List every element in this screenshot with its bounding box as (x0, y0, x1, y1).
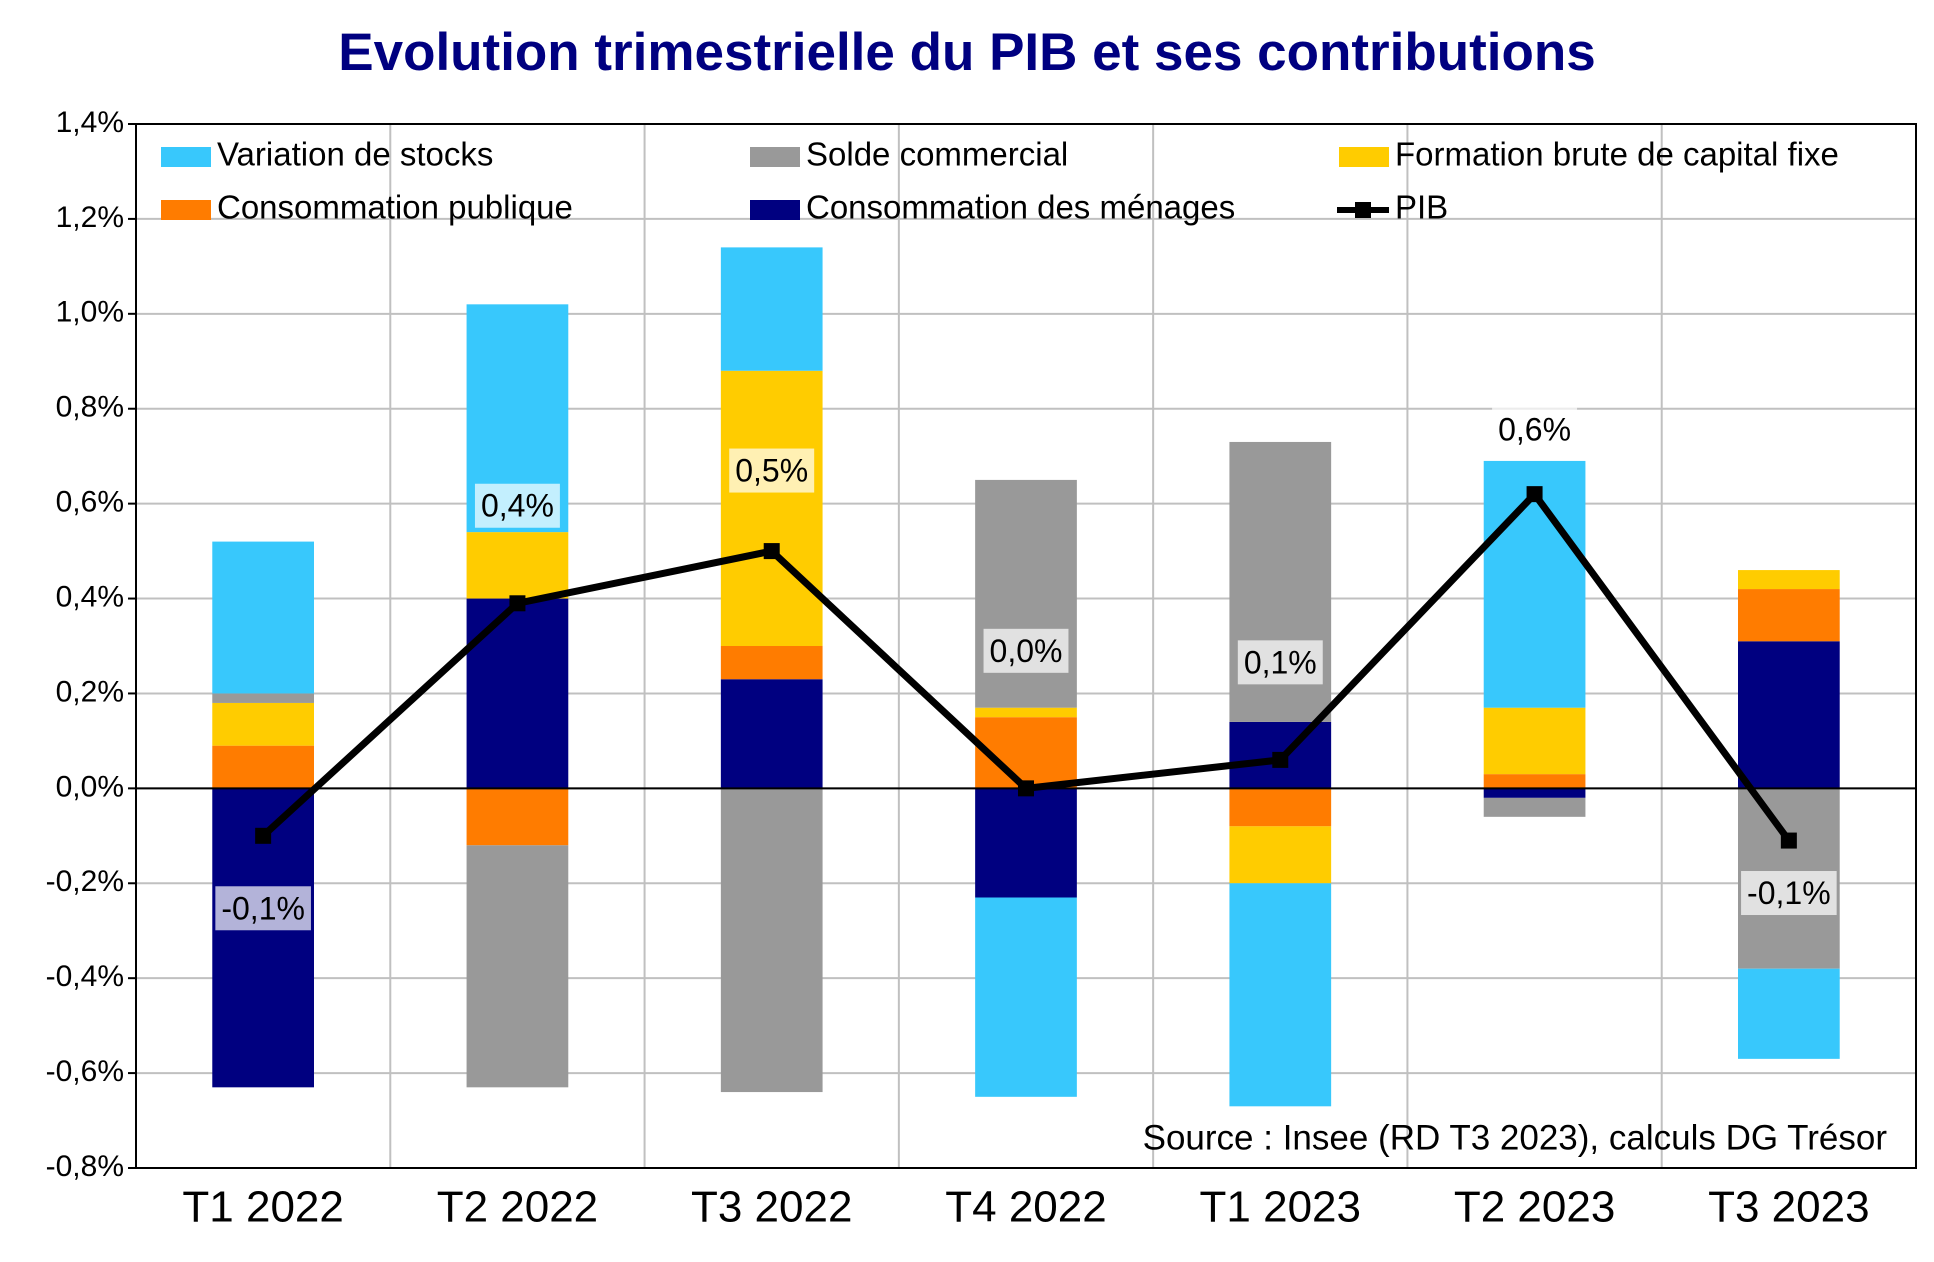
x-tick-label: T1 2023 (1200, 1183, 1361, 1232)
value-label: 0,4% (481, 488, 554, 524)
bar (975, 707, 1077, 718)
value-label-bg (1741, 871, 1837, 916)
y-tick-label: 1,4% (56, 106, 124, 139)
x-tick-label: T2 2022 (437, 1183, 598, 1232)
y-tick-label: 1,0% (56, 296, 124, 329)
x-tick-label: T2 2023 (1454, 1183, 1615, 1232)
plot-frame (135, 123, 1917, 1169)
bar (212, 541, 314, 694)
legend-label: Variation de stocks (217, 136, 493, 173)
bar (1483, 797, 1586, 817)
value-label: 0,5% (735, 453, 808, 489)
legend-swatch (1355, 202, 1371, 218)
line-marker (255, 827, 272, 844)
bar (1738, 968, 1840, 1059)
value-label: 0,6% (1498, 412, 1571, 448)
value-label: 0,0% (990, 633, 1063, 669)
chart-title: Evolution trimestrielle du PIB et ses co… (338, 23, 1595, 82)
value-label: -0,1% (221, 890, 305, 926)
source-note: Source : Insee (RD T3 2023), calculs DG … (1143, 1118, 1888, 1157)
legend-label: Solde commercial (806, 136, 1068, 173)
bar (1738, 641, 1840, 789)
y-tick-label: -0,6% (46, 1055, 124, 1088)
line-marker (763, 543, 780, 560)
bar (1229, 788, 1332, 827)
bar (720, 646, 823, 680)
bar (975, 897, 1077, 1097)
bar (466, 845, 569, 1088)
bar (1738, 570, 1840, 590)
bar (1229, 883, 1332, 1107)
bar (975, 788, 1077, 898)
y-tick-label: 0,8% (56, 391, 124, 424)
y-tick-label: 0,6% (56, 486, 124, 519)
bar (720, 370, 823, 646)
bar (1483, 707, 1586, 775)
value-label: -0,1% (1747, 875, 1831, 911)
bar (1483, 774, 1586, 789)
legend-swatch (750, 147, 800, 167)
bar (1738, 589, 1840, 642)
y-tick-label: -0,8% (46, 1150, 124, 1183)
value-label-bg (1492, 407, 1578, 452)
legend-swatch (161, 147, 211, 167)
bar (466, 598, 569, 789)
value-label: 0,1% (1244, 644, 1317, 680)
bar (720, 788, 823, 1093)
y-tick-label: 0,4% (56, 580, 124, 613)
y-tick-label: -0,2% (46, 865, 124, 898)
x-tick-label: T3 2023 (1708, 1183, 1869, 1232)
x-tick-label: T3 2022 (691, 1183, 852, 1232)
y-tick-label: 1,2% (56, 201, 124, 234)
bar (975, 479, 1077, 708)
bar (720, 679, 823, 789)
legend-label: Consommation publique (217, 189, 573, 226)
line-marker (1272, 751, 1289, 768)
bar (1483, 788, 1586, 798)
bar (466, 788, 569, 846)
value-label-bg (215, 886, 311, 931)
y-tick-label: 0,0% (56, 770, 124, 803)
bar (212, 702, 314, 746)
value-label-bg (983, 628, 1069, 673)
line-marker (1780, 832, 1797, 849)
bar (212, 693, 314, 703)
x-tick-label: T1 2022 (182, 1183, 343, 1232)
legend-label: Formation brute de capital fixe (1395, 136, 1839, 173)
line-marker (1018, 780, 1034, 797)
y-tick-label: -0,4% (46, 960, 124, 993)
line-marker (509, 595, 526, 612)
y-tick-label: 0,2% (56, 675, 124, 708)
value-label-bg (1237, 640, 1323, 685)
legend-swatch (750, 200, 800, 220)
bar (466, 532, 569, 599)
value-label-bg (729, 448, 815, 493)
bar (212, 745, 314, 789)
legend-label: Consommation des ménages (806, 189, 1235, 226)
x-tick-label: T4 2022 (945, 1183, 1106, 1232)
legend-swatch (1339, 147, 1389, 167)
bar (1229, 826, 1332, 884)
bar (720, 247, 823, 371)
value-label-bg (474, 483, 560, 528)
line-marker (1526, 486, 1543, 503)
legend-label: PIB (1395, 189, 1448, 226)
legend-swatch (161, 200, 211, 220)
